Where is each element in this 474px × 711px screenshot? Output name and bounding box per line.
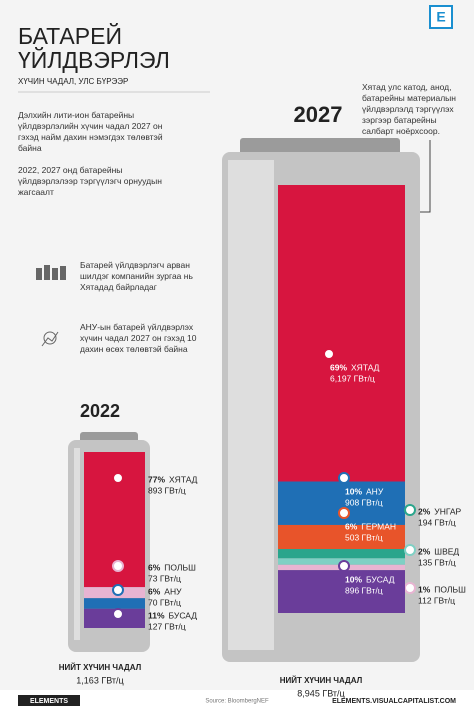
value-label: 70 ГВт/ц (148, 597, 181, 607)
brand: ELEMENTS (30, 698, 68, 705)
category-label: ПОЛЬШ (164, 562, 196, 572)
logo-box (429, 5, 453, 29)
segment (278, 185, 405, 482)
category-label: ХЯТАД (169, 474, 198, 484)
year-title: 2027 (294, 102, 343, 127)
flag (338, 507, 350, 519)
category-label: ШВЕД (434, 546, 459, 556)
subtitle: ХҮЧИН ЧАДАЛ, УЛС БҮРЭЭР (18, 77, 128, 86)
value-label: 503 ГВт/ц (345, 532, 383, 542)
category-label: БУСАД (169, 610, 198, 620)
category-label: ПОЛЬШ (434, 584, 466, 594)
total-label: 1,163 ГВт/ц (76, 675, 123, 685)
segment (278, 524, 405, 550)
battery-shell-light (228, 160, 274, 650)
flag (404, 582, 416, 594)
url: ELEMENTS.VISUALCAPITALIST.COM (332, 698, 456, 705)
share-label: 77% (148, 474, 165, 484)
title-line: БАТАРЕЙ (18, 22, 122, 49)
flag (404, 504, 416, 516)
segment (84, 598, 145, 609)
title-line: ҮЙЛДВЭРЛЭЛ (18, 46, 170, 73)
share-label: 10% (345, 486, 362, 496)
value-label: 896 ГВт/ц (345, 585, 383, 595)
value-label: 127 ГВт/ц (148, 621, 186, 631)
note: 2022, 2027 онд батарейны үйлдвэрлэлээр т… (18, 165, 162, 197)
flag (112, 608, 124, 620)
value-label: 893 ГВт/ц (148, 485, 186, 495)
icon-factory (36, 265, 66, 280)
category-label: АНУ (164, 586, 182, 596)
value-label: 908 ГВт/ц (345, 497, 383, 507)
segment (278, 570, 405, 613)
share-label: 2% (418, 506, 431, 516)
share-label: 1% (418, 584, 431, 594)
share-label: 2% (418, 546, 431, 556)
value-label: 135 ГВт/ц (418, 557, 456, 567)
share-label: 69% (330, 362, 347, 372)
value-label: 112 ГВт/ц (418, 595, 455, 605)
callout: Хятад улс катод, анод, батарейны материа… (362, 82, 456, 136)
share-label: 11% (148, 610, 165, 620)
flag (338, 472, 350, 484)
value-label: 73 ГВт/ц (148, 573, 181, 583)
category-label: ХЯТАД (351, 362, 380, 372)
category-label: УНГАР (434, 506, 461, 516)
note: Батарей үйлдвэрлэгч арван шилдэг компани… (80, 260, 193, 292)
total-label: 8,945 ГВт/ц (297, 688, 344, 698)
year-title: 2022 (80, 401, 120, 421)
icon-growth (41, 331, 59, 347)
total-title: НИЙТ ХҮЧИН ЧАДАЛ (59, 663, 142, 672)
flag (112, 584, 124, 596)
logo-letter: E (436, 9, 445, 25)
flag (112, 472, 124, 484)
share-label: 10% (345, 574, 362, 584)
share-label: 6% (148, 562, 161, 572)
battery-shell-light (74, 448, 80, 640)
share-label: 6% (148, 586, 161, 596)
flag (338, 560, 350, 572)
flag (404, 544, 416, 556)
source: Source: BloombergNEF (205, 699, 269, 705)
category-label: ГЕРМАН (361, 521, 396, 531)
flag (112, 560, 124, 572)
flag (323, 348, 335, 360)
footer-bar (0, 690, 474, 711)
value-label: 6,197 ГВт/ц (330, 373, 375, 383)
note: Дэлхийн лити-ион батарейны үйлдвэрлэлийн… (18, 110, 163, 153)
segment (278, 549, 405, 559)
value-label: 194 ГВт/ц (418, 517, 456, 527)
note: АНУ-ын батарей үйлдвэрлэх хүчин чадал 20… (80, 322, 197, 354)
category-label: БУСАД (366, 574, 395, 584)
category-label: АНУ (366, 486, 384, 496)
total-title: НИЙТ ХҮЧИН ЧАДАЛ (280, 676, 363, 685)
share-label: 6% (345, 521, 358, 531)
brand-box (18, 695, 80, 706)
